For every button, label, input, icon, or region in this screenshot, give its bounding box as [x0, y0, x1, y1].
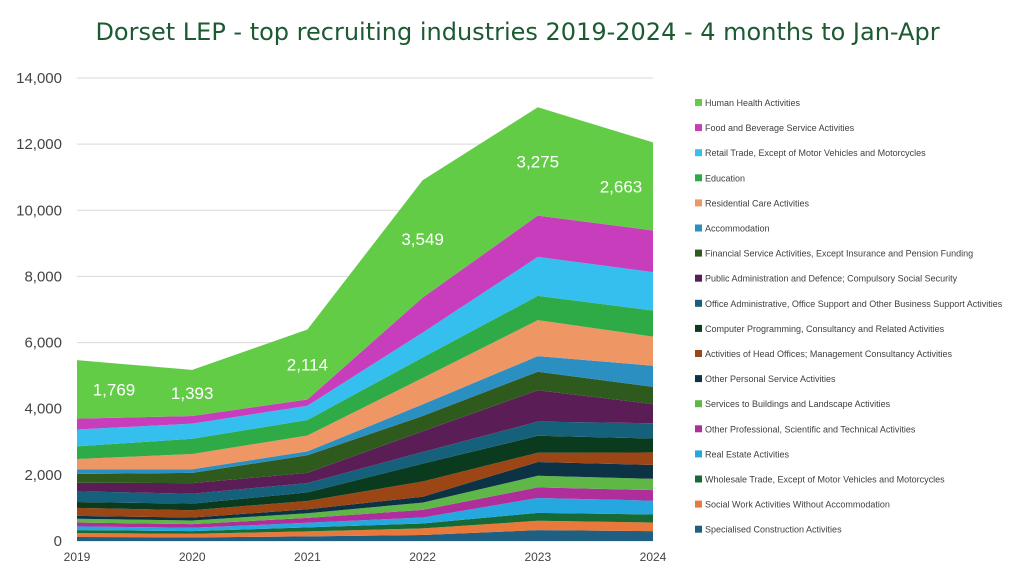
legend-swatch: [695, 324, 702, 332]
legend-label: Computer Programming, Consultancy and Re…: [705, 324, 945, 334]
legend-label: Other Professional, Scientific and Techn…: [705, 424, 916, 434]
legend-label: Office Administrative, Office Support an…: [705, 299, 1003, 309]
legend-label: Retail Trade, Except of Motor Vehicles a…: [705, 148, 926, 158]
area-series-group: [77, 107, 653, 541]
area-services-to-buildings-and-landscape-activities: [77, 475, 653, 525]
legend-label: Other Personal Service Activities: [705, 374, 836, 384]
legend-swatch: [695, 500, 702, 508]
x-tick-label: 2022: [409, 550, 436, 564]
y-tick-label: 14,000: [16, 70, 62, 87]
x-tick-label: 2021: [294, 550, 321, 564]
legend-label: Specialised Construction Activities: [705, 525, 842, 535]
chart-title: Dorset LEP - top recruiting industries 2…: [95, 18, 940, 46]
legend-label: Wholesale Trade, Except of Motor Vehicle…: [705, 475, 945, 485]
y-axis-tick-labels: 0 2,000 4,000 6,000 8,000 10,000 12,000 14,000: [16, 70, 62, 550]
data-label: 1,769: [93, 380, 136, 399]
x-tick-label: 2023: [524, 550, 551, 564]
area-wholesale-trade-except-of-motor-vehicles-and-motorcycles: [77, 512, 653, 534]
data-label: 1,393: [171, 384, 214, 403]
legend-swatch: [695, 124, 702, 132]
legend-swatch: [695, 224, 702, 232]
y-tick-label: 6,000: [24, 335, 62, 352]
y-tick-label: 2,000: [24, 467, 62, 484]
legend-swatch: [695, 249, 702, 257]
legend-label: Education: [705, 173, 745, 183]
legend-swatch: [695, 525, 702, 533]
legend-swatch: [695, 199, 702, 207]
area-specialised-construction-activities: [77, 530, 653, 541]
legend-label: Residential Care Activities: [705, 198, 810, 208]
data-label: 3,275: [517, 152, 560, 171]
y-tick-label: 10,000: [16, 202, 62, 219]
data-label: 3,549: [401, 230, 444, 249]
legend: Human Health Activities Food and Beverage…: [695, 98, 1003, 535]
y-tick-label: 4,000: [24, 401, 62, 418]
area-computer-programming-consultancy-and-related-activities: [77, 435, 653, 511]
y-tick-label: 12,000: [16, 136, 62, 153]
area-other-professional-scientific-and-technical-activities: [77, 487, 653, 528]
y-tick-label: 8,000: [24, 268, 62, 285]
x-tick-label: 2019: [64, 550, 91, 564]
legend-swatch: [695, 274, 702, 282]
area-financial-service-activities-except-insurance-and-pension-funding: [77, 371, 653, 484]
data-label: 2,663: [600, 177, 643, 196]
legend-swatch: [695, 400, 702, 408]
legend-label: Human Health Activities: [705, 98, 801, 108]
x-tick-label: 2024: [640, 550, 667, 564]
area-accommodation: [77, 356, 653, 474]
legend-label: Accommodation: [705, 224, 770, 234]
legend-label: Financial Service Activities, Except Ins…: [705, 249, 973, 259]
legend-swatch: [695, 350, 702, 357]
legend-label: Food and Beverage Service Activities: [705, 123, 855, 133]
area-real-estate-activities: [77, 498, 653, 532]
x-axis-tick-labels: 2019 2020 2021 2022 2023 2024: [64, 550, 667, 564]
legend-swatch: [695, 174, 702, 182]
legend-swatch: [695, 99, 702, 106]
legend-swatch: [695, 299, 702, 307]
area-social-work-activities-without-accommodation: [77, 520, 653, 538]
area-other-personal-service-activities: [77, 462, 653, 521]
area-food-and-beverage-service-activities: [77, 215, 653, 430]
area-activities-of-head-offices-management-consultancy-activities: [77, 452, 653, 518]
area-office-administrative-office-support-and-other-business-support-activities: [77, 421, 653, 504]
area-education: [77, 295, 653, 459]
area-public-administration-and-defence-compulsory-social-security: [77, 390, 653, 494]
legend-swatch: [695, 375, 702, 383]
legend-label: Public Administration and Defence; Compu…: [705, 274, 958, 284]
legend-label: Social Work Activities Without Accommoda…: [705, 500, 890, 510]
legend-label: Activities of Head Offices; Management C…: [705, 349, 952, 359]
data-label: 2,114: [287, 355, 328, 374]
legend-swatch: [695, 475, 702, 483]
y-tick-label: 0: [54, 533, 62, 550]
x-tick-label: 2020: [179, 550, 206, 564]
area-human-health-activities: [77, 107, 653, 419]
area-retail-trade-except-of-motor-vehicles-and-motorcycles: [77, 256, 653, 447]
area-residential-care-activities: [77, 320, 653, 470]
legend-label: Real Estate Activities: [705, 449, 790, 459]
legend-label: Services to Buildings and Landscape Acti…: [705, 399, 891, 409]
legend-swatch: [695, 425, 702, 433]
legend-swatch: [695, 149, 702, 157]
data-labels: 1,769 1,393 2,114 3,549 3,275 2,663: [93, 152, 643, 403]
legend-swatch: [695, 450, 702, 458]
